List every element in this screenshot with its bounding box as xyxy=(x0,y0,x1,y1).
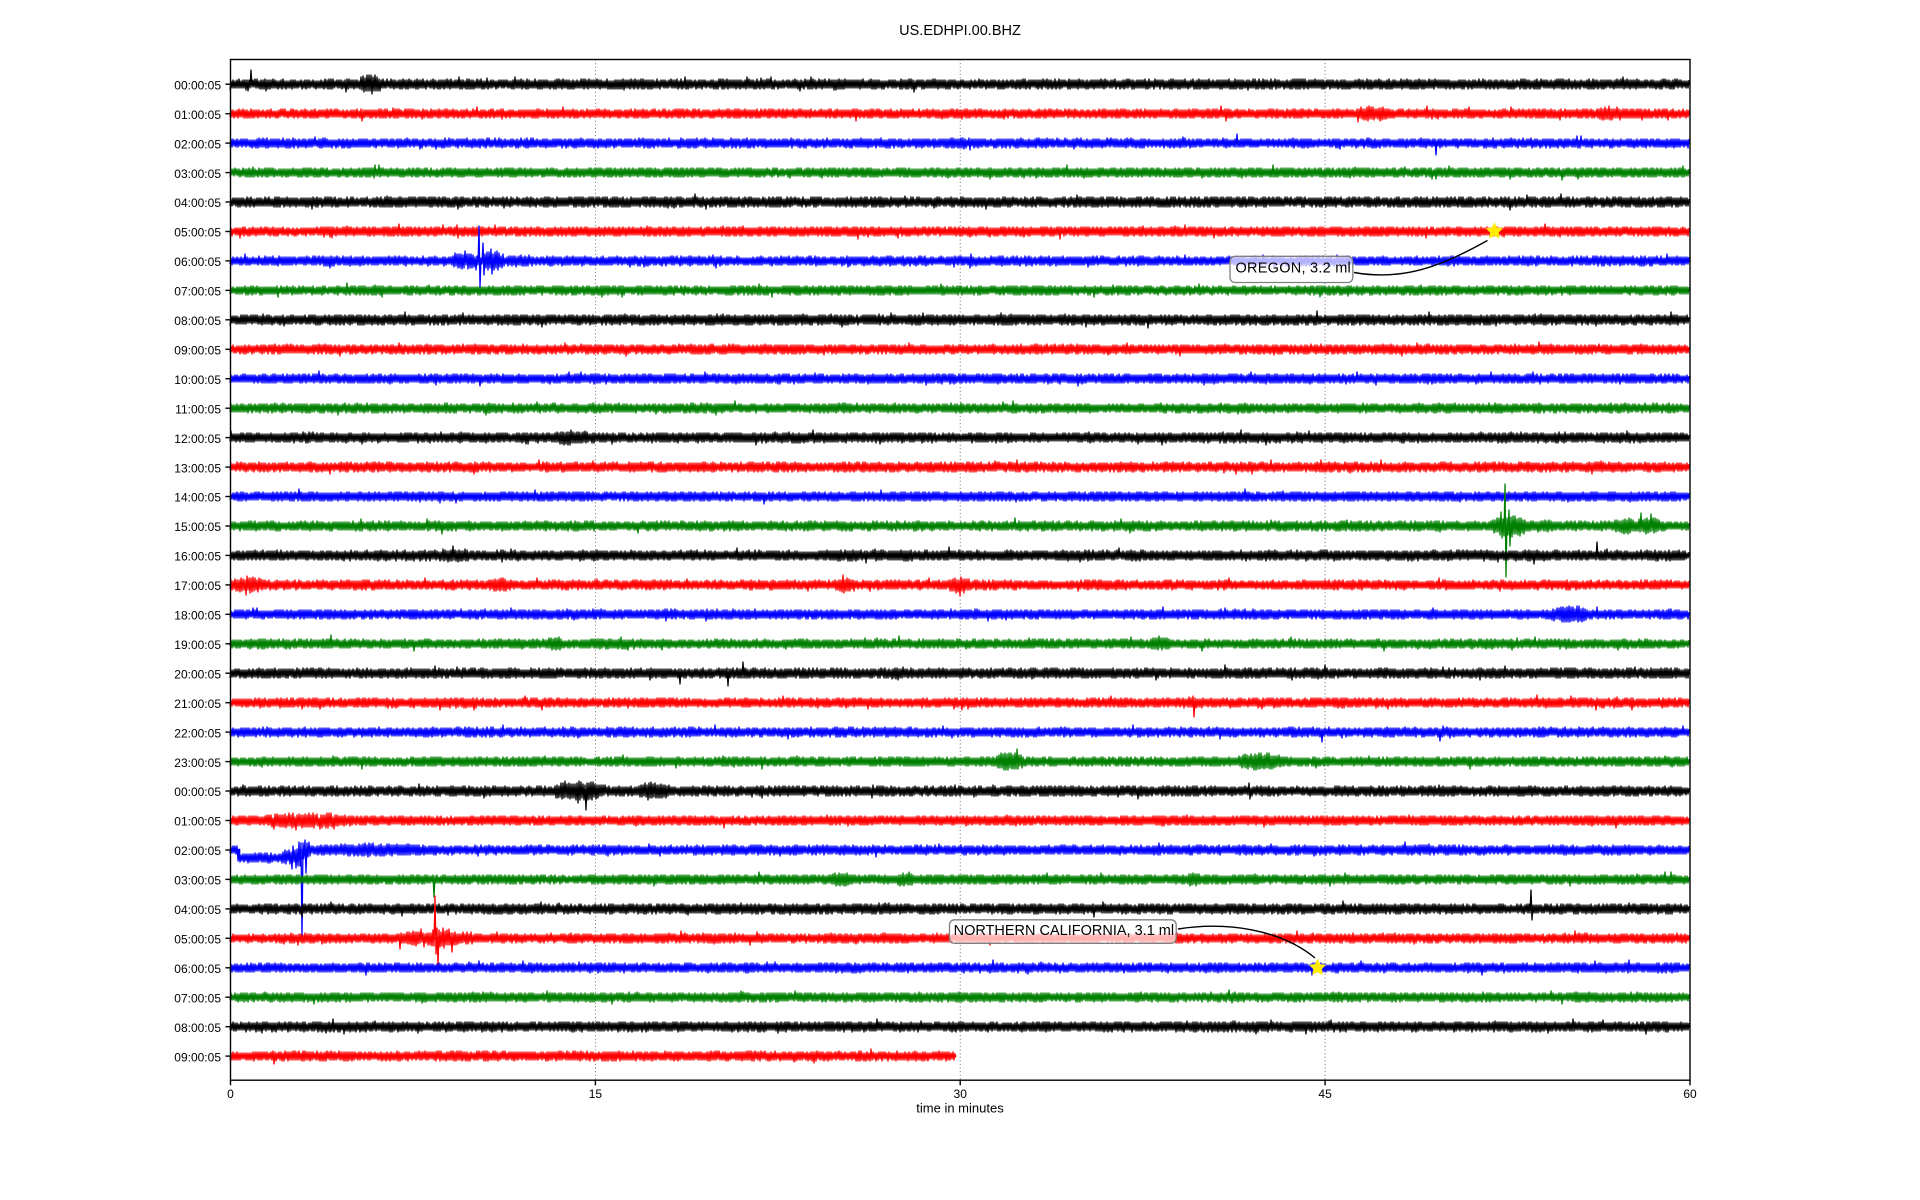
svg-text:01:00:05: 01:00:05 xyxy=(174,815,221,829)
svg-text:08:00:05: 08:00:05 xyxy=(174,1021,221,1035)
svg-text:23:00:05: 23:00:05 xyxy=(174,756,221,770)
svg-text:US.EDHPI.00.BHZ: US.EDHPI.00.BHZ xyxy=(899,23,1021,39)
svg-text:08:00:05: 08:00:05 xyxy=(174,314,221,328)
svg-text:11:00:05: 11:00:05 xyxy=(175,402,221,416)
svg-text:09:00:05: 09:00:05 xyxy=(174,1050,221,1064)
svg-text:10:00:05: 10:00:05 xyxy=(174,373,221,387)
svg-text:20:00:05: 20:00:05 xyxy=(174,667,221,681)
svg-text:05:00:05: 05:00:05 xyxy=(174,226,221,240)
svg-text:01:00:05: 01:00:05 xyxy=(174,108,221,122)
svg-text:60: 60 xyxy=(1683,1087,1697,1101)
svg-text:16:00:05: 16:00:05 xyxy=(174,550,221,564)
svg-text:06:00:05: 06:00:05 xyxy=(174,255,221,269)
svg-text:02:00:05: 02:00:05 xyxy=(174,137,221,151)
svg-text:00:00:05: 00:00:05 xyxy=(174,78,221,92)
svg-text:22:00:05: 22:00:05 xyxy=(174,726,221,740)
svg-text:0: 0 xyxy=(227,1087,234,1101)
svg-text:OREGON, 3.2 ml: OREGON, 3.2 ml xyxy=(1236,260,1352,276)
svg-text:00:00:05: 00:00:05 xyxy=(174,785,221,799)
svg-text:03:00:05: 03:00:05 xyxy=(174,167,221,181)
svg-text:14:00:05: 14:00:05 xyxy=(174,491,221,505)
svg-text:21:00:05: 21:00:05 xyxy=(174,697,221,711)
svg-text:30: 30 xyxy=(954,1087,968,1101)
svg-text:06:00:05: 06:00:05 xyxy=(174,962,221,976)
svg-text:18:00:05: 18:00:05 xyxy=(174,609,221,623)
svg-text:02:00:05: 02:00:05 xyxy=(174,844,221,858)
svg-text:12:00:05: 12:00:05 xyxy=(174,432,221,446)
svg-text:time in minutes: time in minutes xyxy=(916,1101,1004,1116)
svg-text:NORTHERN CALIFORNIA, 3.1 ml: NORTHERN CALIFORNIA, 3.1 ml xyxy=(954,923,1175,939)
svg-text:03:00:05: 03:00:05 xyxy=(174,874,221,888)
svg-text:15: 15 xyxy=(589,1087,603,1101)
svg-text:15:00:05: 15:00:05 xyxy=(174,520,221,534)
svg-text:04:00:05: 04:00:05 xyxy=(174,903,221,917)
svg-text:05:00:05: 05:00:05 xyxy=(174,933,221,947)
svg-text:13:00:05: 13:00:05 xyxy=(174,461,221,475)
svg-text:19:00:05: 19:00:05 xyxy=(174,638,221,652)
svg-text:45: 45 xyxy=(1318,1087,1332,1101)
svg-text:17:00:05: 17:00:05 xyxy=(174,579,221,593)
svg-text:07:00:05: 07:00:05 xyxy=(174,285,221,299)
svg-text:07:00:05: 07:00:05 xyxy=(174,991,221,1005)
svg-text:04:00:05: 04:00:05 xyxy=(174,196,221,210)
svg-text:09:00:05: 09:00:05 xyxy=(174,344,221,358)
